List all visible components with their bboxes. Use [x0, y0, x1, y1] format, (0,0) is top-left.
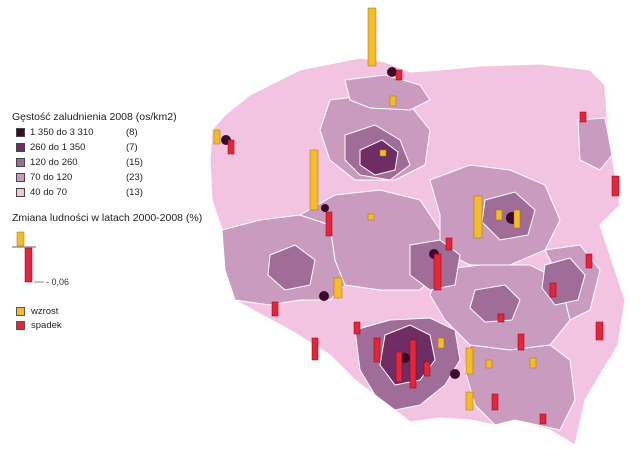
- density-range: 260 do 1 350: [30, 141, 86, 153]
- density-range: 40 do 70: [30, 186, 67, 198]
- bar-decrease: [325, 211, 333, 237]
- density-class-3: 120 do 260 (15): [16, 156, 143, 168]
- bar-decrease: [373, 337, 381, 363]
- bar-increase: [367, 213, 375, 221]
- bar-decrease: [595, 321, 604, 341]
- bar-decrease: [395, 69, 403, 81]
- bar-decrease: [353, 321, 361, 335]
- density-swatch-1: [16, 127, 25, 137]
- density-class-5: 40 do 70 (13): [16, 186, 143, 198]
- bar-increase: [513, 209, 521, 229]
- region-wroclaw-ring: [267, 244, 316, 291]
- bar-decrease: [271, 301, 279, 317]
- density-swatch-5: [16, 187, 25, 197]
- bar-decrease: [409, 339, 417, 389]
- change-scale-sample: [12, 231, 44, 283]
- decrease-swatch: [16, 321, 25, 330]
- density-range: 120 do 260: [30, 156, 78, 168]
- bar-increase: [213, 129, 221, 145]
- density-swatch-3: [16, 157, 25, 167]
- bar-decrease: [433, 253, 442, 291]
- bar-decrease: [611, 175, 620, 197]
- bar-decrease: [395, 351, 403, 383]
- density-range: 70 do 120: [30, 171, 73, 183]
- bar-increase: [495, 209, 503, 221]
- increase-label: wzrost: [31, 306, 59, 317]
- city-gdansk: [387, 67, 397, 77]
- scale-value-label: - 0,06: [46, 277, 70, 287]
- bar-increase: [367, 7, 377, 67]
- city-katowice: [400, 353, 410, 363]
- region-northeast-block: [577, 117, 613, 171]
- change-legend-title: Zmiana ludności w latach 2000-2008 (%): [12, 212, 203, 224]
- bar-increase: [465, 391, 474, 411]
- bar-increase: [473, 195, 483, 239]
- decrease-legend: spadek: [16, 320, 62, 331]
- bar-increase: [309, 149, 319, 211]
- city-wroclaw: [319, 291, 329, 301]
- density-class-4: 70 do 120 (23): [16, 171, 143, 183]
- decrease-label: spadek: [31, 320, 62, 331]
- increase-swatch: [16, 307, 25, 316]
- bar-decrease: [497, 313, 505, 323]
- density-swatch-4: [16, 172, 25, 182]
- bar-increase: [465, 347, 474, 375]
- bar-decrease: [227, 139, 235, 155]
- increase-legend: wzrost: [16, 306, 58, 317]
- bar-increase: [529, 357, 537, 369]
- density-legend-title: Gęstość zaludnienia 2008 (os/km2): [12, 111, 177, 123]
- density-count: (7): [126, 141, 138, 153]
- scale-increase-bar: [16, 231, 25, 247]
- density-count: (8): [126, 126, 138, 138]
- bar-increase: [333, 277, 343, 299]
- city-krakow: [450, 369, 460, 379]
- bar-decrease: [491, 393, 499, 411]
- bar-decrease: [423, 361, 431, 377]
- region-poznan-core: [359, 139, 399, 176]
- city-poznan: [321, 204, 329, 212]
- bar-increase: [379, 149, 387, 157]
- density-class-2: 260 do 1 350 (7): [16, 141, 138, 153]
- bar-increase: [437, 337, 445, 349]
- density-range: 1 350 do 3 310: [30, 126, 94, 138]
- bar-decrease: [549, 282, 557, 298]
- bar-decrease: [311, 337, 319, 361]
- bar-decrease: [579, 111, 587, 123]
- density-swatch-2: [16, 142, 25, 152]
- region-kielce: [469, 284, 521, 323]
- scale-decrease-bar: [24, 247, 33, 283]
- bar-increase: [389, 95, 397, 107]
- density-class-1: 1 350 do 3 310 (8): [16, 126, 138, 138]
- density-count: (13): [126, 186, 143, 198]
- change-bars: [213, 7, 620, 425]
- density-count: (23): [126, 171, 143, 183]
- bar-decrease: [585, 253, 593, 269]
- density-count: (15): [126, 156, 143, 168]
- bar-decrease: [445, 237, 453, 251]
- bar-decrease: [517, 333, 525, 351]
- bar-increase: [485, 359, 493, 369]
- bar-decrease: [539, 413, 547, 425]
